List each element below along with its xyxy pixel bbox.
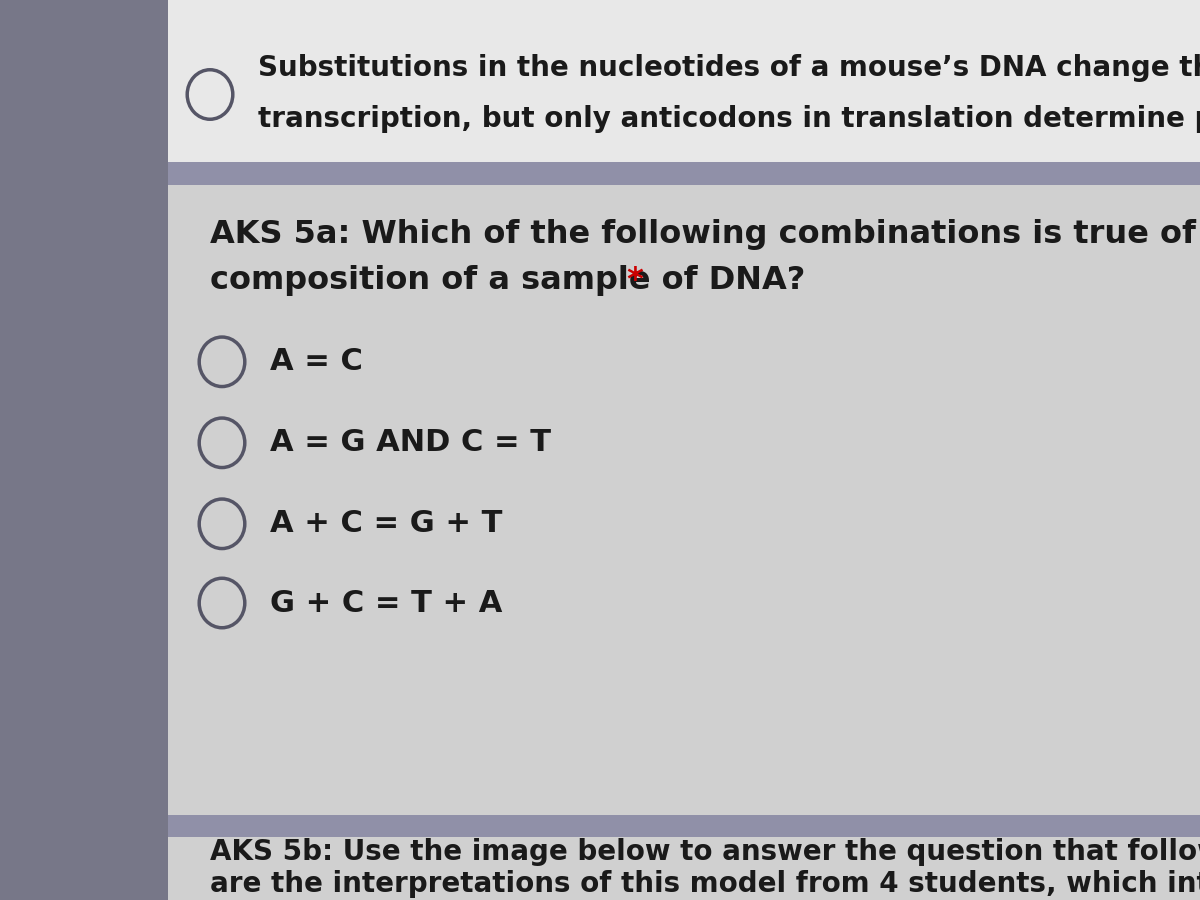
Text: A = G AND C = T: A = G AND C = T [270,428,551,457]
FancyBboxPatch shape [168,0,1200,162]
Text: G + C = T + A: G + C = T + A [270,589,503,617]
FancyBboxPatch shape [168,837,1200,900]
Text: AKS 5a: Which of the following combinations is true of the nucleotide: AKS 5a: Which of the following combinati… [210,219,1200,249]
FancyBboxPatch shape [168,162,1200,184]
FancyBboxPatch shape [168,184,1200,815]
Text: transcription, but only anticodons in translation determine phenotype.: transcription, but only anticodons in tr… [258,104,1200,133]
Text: Substitutions in the nucleotides of a mouse’s DNA change the mRNA codons: Substitutions in the nucleotides of a mo… [258,53,1200,82]
Text: are the interpretations of this model from 4 students, which interpretation: are the interpretations of this model fr… [210,869,1200,898]
Text: AKS 5b: Use the image below to answer the question that follows. Below: AKS 5b: Use the image below to answer th… [210,838,1200,867]
Text: A + C = G + T: A + C = G + T [270,509,503,538]
Text: A = C: A = C [270,347,362,376]
FancyBboxPatch shape [0,0,168,900]
Text: composition of a sample of DNA?: composition of a sample of DNA? [210,266,805,296]
FancyBboxPatch shape [168,814,1200,837]
Text: *: * [616,266,643,296]
